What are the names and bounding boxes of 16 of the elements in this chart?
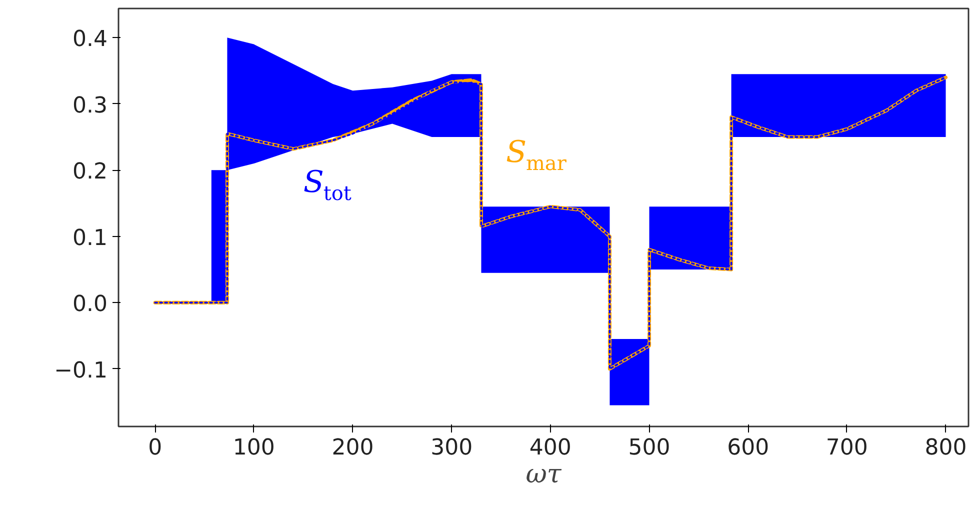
x-tick-label: 300 [430, 436, 473, 460]
x-tick-label: 100 [232, 436, 275, 460]
x-axis-title: ωτ [526, 460, 562, 490]
y-tick-label: 0.4 [72, 27, 108, 52]
y-tick-label: 0.3 [72, 93, 108, 118]
x-tick-label: 400 [529, 436, 572, 460]
y-tick-label: 0.1 [72, 226, 108, 251]
y-tick-label: 0.0 [72, 292, 108, 318]
y-tick-label: −0.1 [54, 358, 108, 384]
x-tick-label: 800 [924, 436, 967, 460]
x-tick-label: 0 [148, 436, 162, 460]
x-tick-label: 600 [727, 436, 770, 460]
x-tick-label: 200 [332, 436, 374, 460]
y-tick-label: 0.2 [72, 160, 108, 185]
x-tick-label: 700 [826, 436, 868, 460]
x-tick-label: 500 [628, 436, 670, 460]
